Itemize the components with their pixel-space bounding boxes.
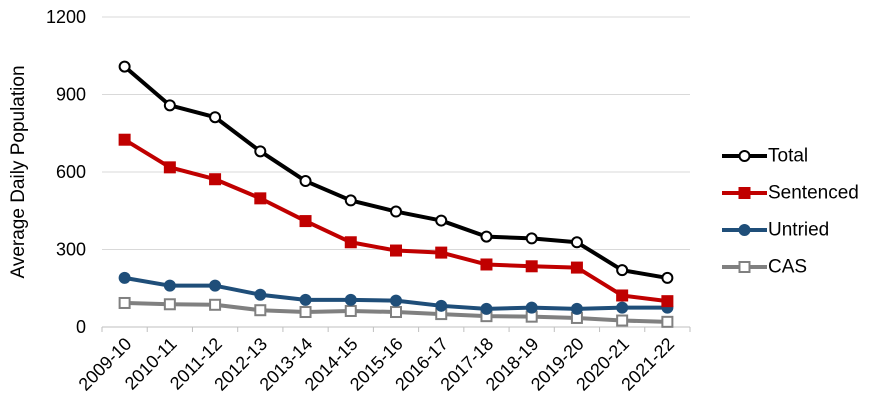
data-point-total [254,145,267,158]
y-tick-label: 300 [56,240,86,260]
data-point-cas [661,315,674,328]
data-point-sentenced [254,192,267,205]
legend: Total Sentenced Untried CAS [722,146,859,278]
data-point-total [344,194,357,207]
y-tick-label: 0 [76,317,86,337]
series-sentenced [118,133,674,308]
data-point-sentenced [435,246,448,259]
series-line-sentenced [122,137,670,304]
data-point-sentenced [661,295,674,308]
data-point-cas [254,304,267,317]
data-point-untried [570,302,583,315]
data-point-total [661,271,674,284]
legend-swatch-marker [738,187,751,199]
data-point-cas [163,298,176,311]
legend-item-sentenced: Sentenced [722,183,859,204]
data-point-untried [344,293,357,306]
data-point-sentenced [480,258,493,271]
data-point-untried [163,279,176,292]
data-point-cas [616,314,629,327]
data-point-total [480,230,493,243]
data-point-untried [299,293,312,306]
x-axis-ticks: 2009-102010-112011-122012-132013-142014-… [75,327,691,395]
data-point-total [299,175,312,188]
data-point-sentenced [118,133,131,146]
data-point-total [163,99,176,112]
data-point-sentenced [525,260,538,273]
data-point-total [118,60,131,73]
y-tick-label: 600 [56,162,86,182]
legend-swatch-marker [738,261,751,273]
legend-item-cas: CAS [722,257,807,278]
data-point-total [435,214,448,227]
data-point-sentenced [616,289,629,302]
series [118,60,674,328]
series-cas [118,296,674,328]
data-point-sentenced [344,236,357,249]
legend-label: CAS [768,257,807,278]
data-point-sentenced [570,261,583,274]
data-point-total [390,205,402,218]
data-point-untried [118,271,131,284]
legend-swatch-marker [738,224,751,236]
y-axis-title: Average Daily Population [8,65,29,278]
legend-item-untried: Untried [722,220,829,241]
legend-label: Sentenced [768,183,859,204]
data-point-untried [525,301,538,314]
data-point-sentenced [163,161,176,174]
data-point-total [570,236,583,249]
data-point-sentenced [299,215,312,228]
data-point-untried [435,299,448,312]
y-tick-label: 1200 [46,7,86,27]
legend-swatch-marker [738,150,751,162]
data-point-cas [209,298,222,311]
y-axis-ticks: 0 300 600 900 1200 [46,7,86,337]
legend-label: Total [768,146,808,167]
data-point-total [209,111,222,124]
data-point-cas [118,296,131,309]
data-point-untried [254,288,267,301]
data-point-sentenced [209,173,222,186]
y-tick-label: 900 [56,85,86,105]
data-point-sentenced [390,244,402,257]
data-point-untried [390,294,402,307]
legend-item-total: Total [722,146,808,167]
data-point-cas [344,304,357,317]
data-point-untried [616,301,629,314]
data-point-cas [299,306,312,319]
series-untried [118,271,674,315]
series-total [118,60,674,284]
legend-label: Untried [768,220,829,241]
data-point-untried [480,302,493,315]
data-point-total [616,264,629,277]
data-point-total [525,232,538,245]
data-point-cas [390,306,402,319]
data-point-untried [209,279,222,292]
